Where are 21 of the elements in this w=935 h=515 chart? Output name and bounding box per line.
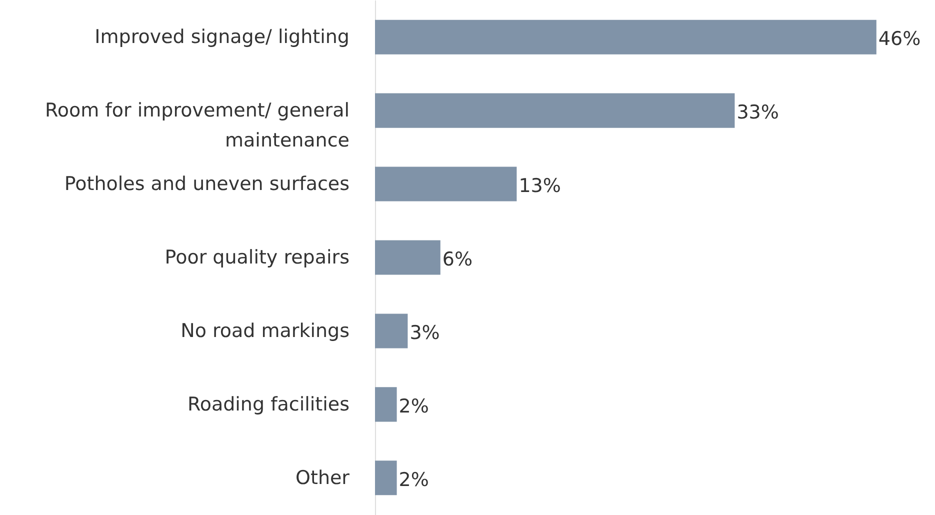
bar	[375, 93, 735, 128]
data-label: 33%	[736, 102, 779, 124]
y-tick-label: Poor quality repairs	[164, 246, 350, 268]
data-label: 3%	[410, 322, 440, 344]
bar	[375, 387, 397, 422]
y-tick-label: Potholes and uneven surfaces	[64, 173, 350, 196]
data-label: 46%	[878, 28, 921, 50]
bar	[375, 240, 440, 275]
y-tick-label: Roading facilities	[187, 393, 350, 416]
bar	[375, 314, 408, 348]
bar	[375, 166, 517, 202]
data-label: 13%	[518, 175, 561, 198]
data-label: 6%	[442, 248, 473, 270]
bar	[375, 460, 397, 496]
y-tick-label: Improved signage/ lighting	[94, 26, 350, 48]
data-label: 2%	[398, 395, 429, 418]
y-tick-label: Room for improvement/ general maintenance	[45, 100, 350, 152]
bar	[375, 20, 876, 54]
y-tick-label: Other	[296, 466, 350, 489]
data-label: 2%	[398, 468, 429, 491]
y-tick-label: No road markings	[180, 320, 350, 342]
